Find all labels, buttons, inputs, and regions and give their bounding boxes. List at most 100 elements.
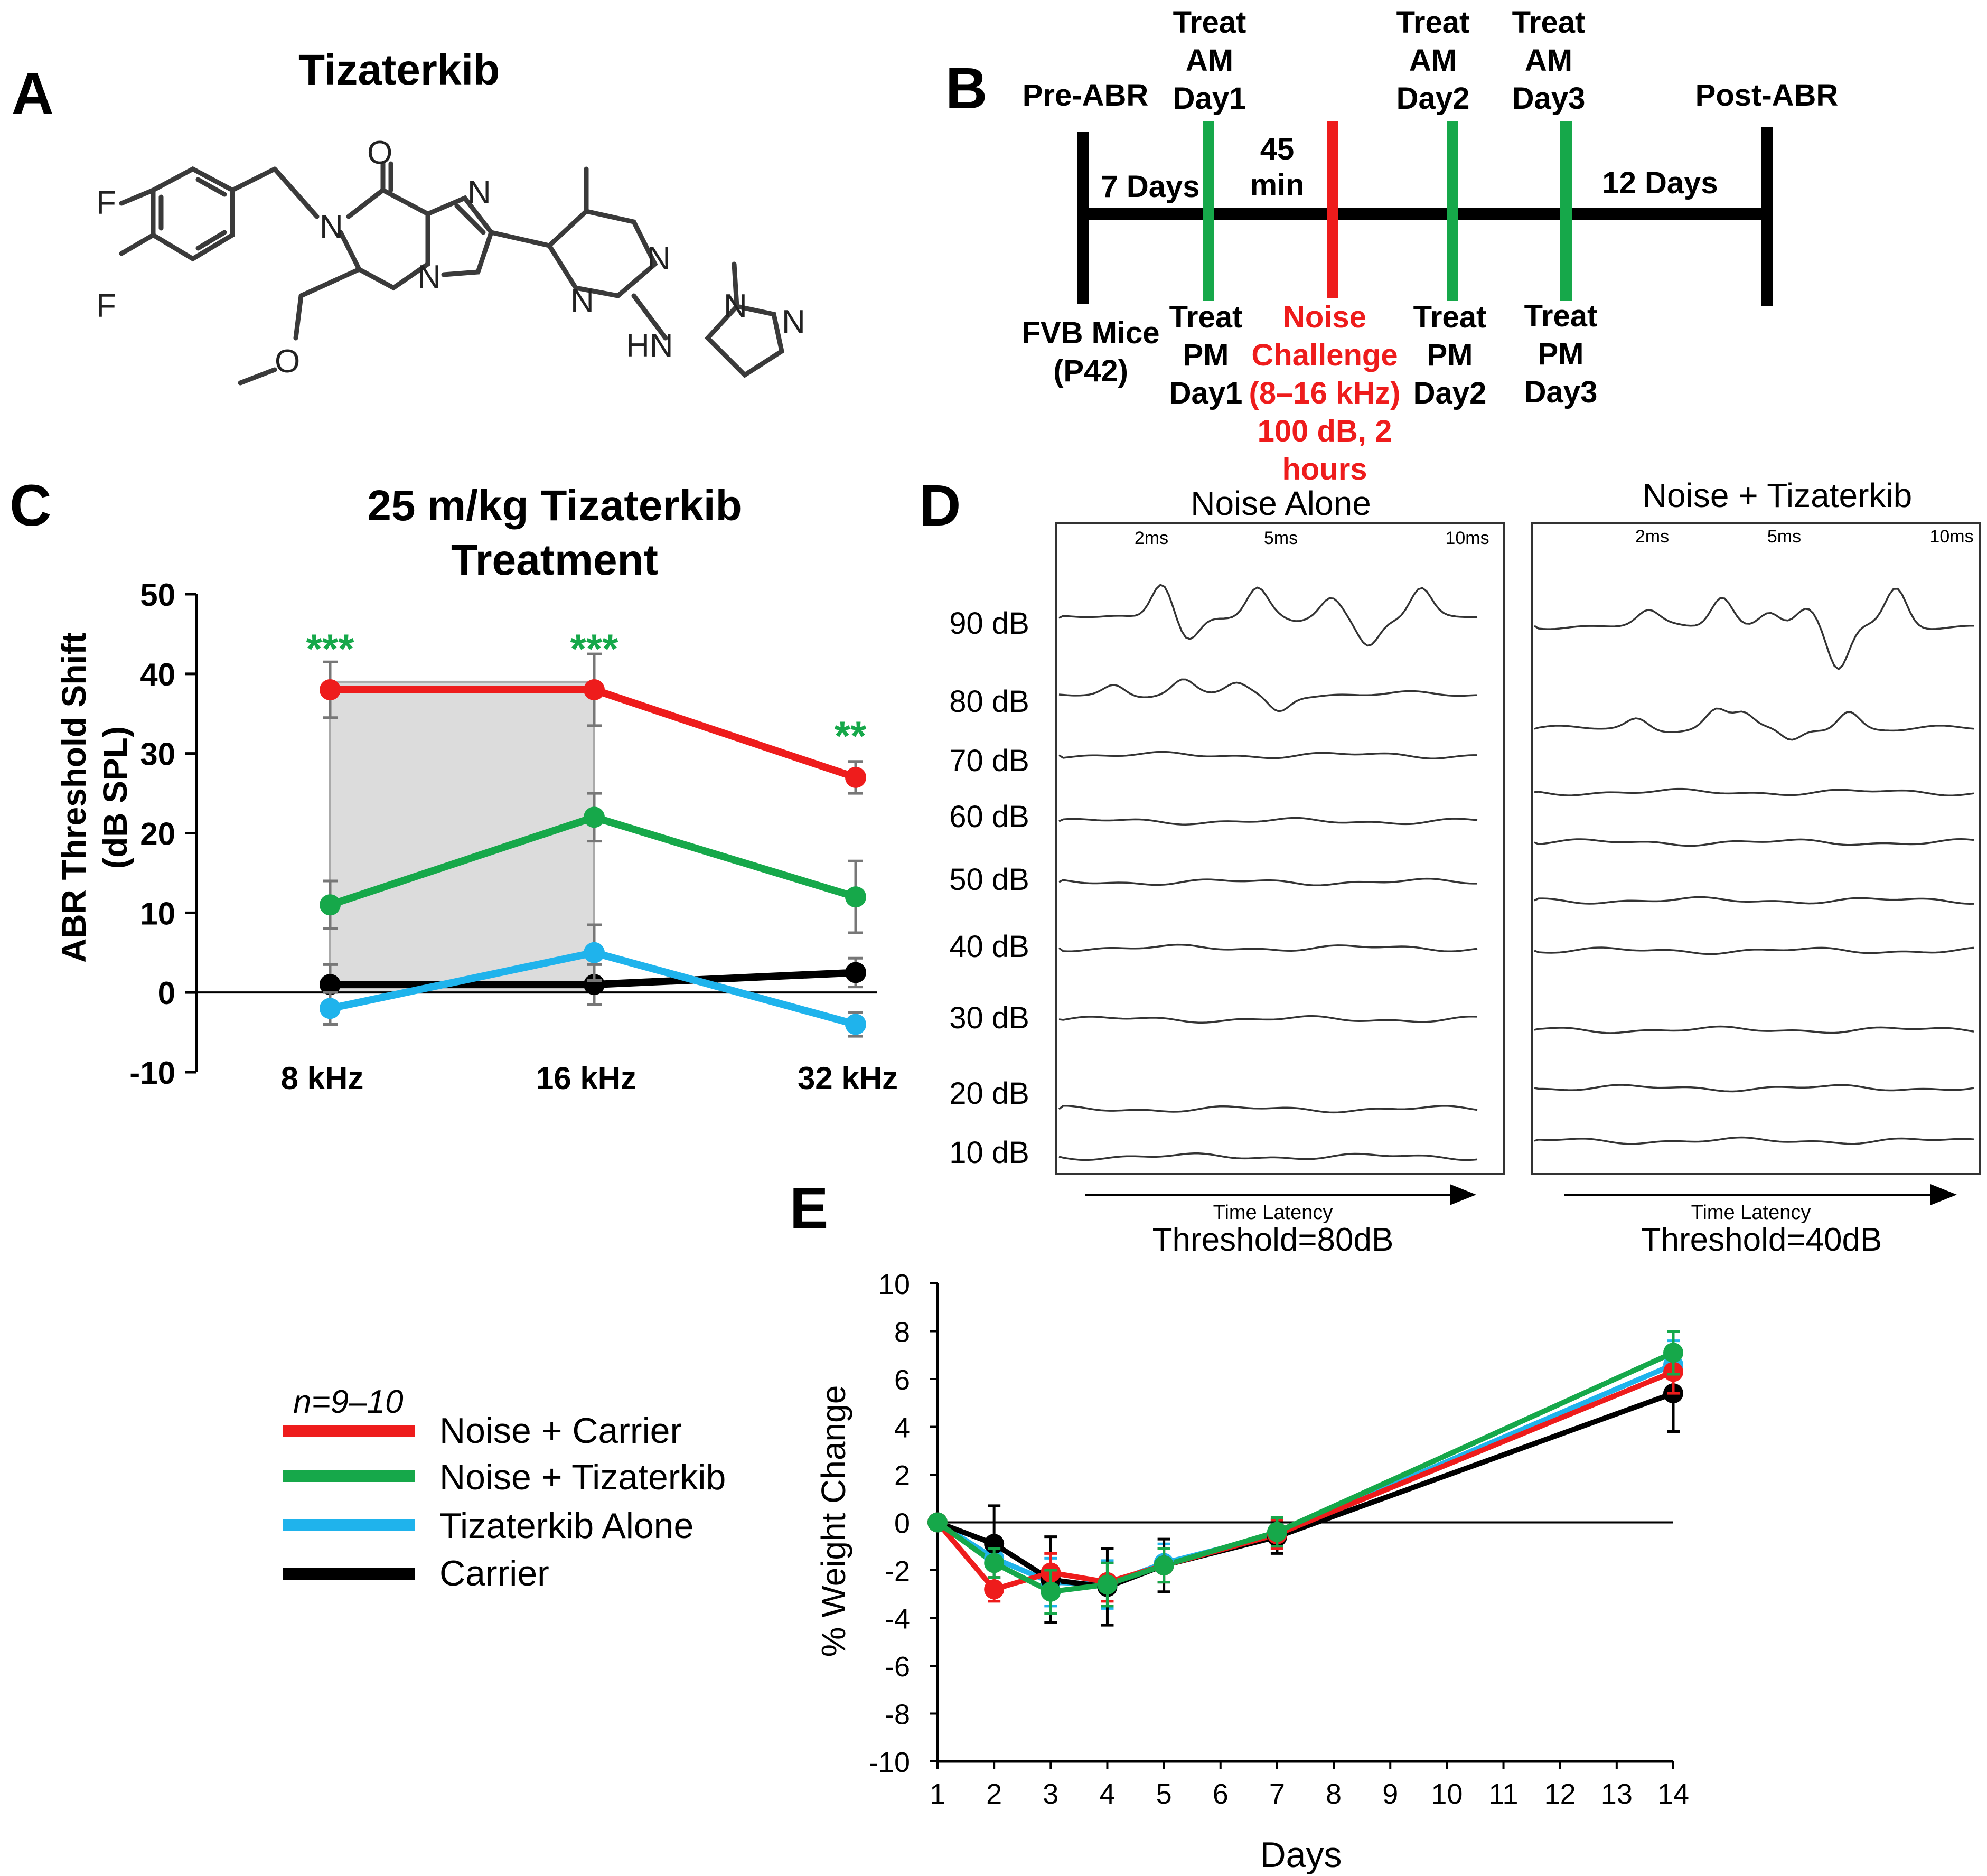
abr-trace-left-60db [1058, 817, 1478, 826]
abr-traces [1058, 584, 1974, 1161]
abr-trace-left-90db [1058, 584, 1478, 647]
atom-f-top: F [96, 185, 116, 221]
abr-trace-left-20db [1058, 1104, 1478, 1114]
abr-trace-right-10db [1534, 1136, 1974, 1145]
right-tick-5ms: 5ms [1767, 527, 1801, 547]
e-y-tick-label: -10 [869, 1747, 910, 1778]
atom-n-pz2: N [782, 304, 805, 340]
abr-right-ticks: 2ms 5ms 10ms [1635, 527, 1974, 547]
right-time-arrowhead [1930, 1184, 1957, 1205]
atom-nh: HN [626, 327, 673, 364]
abr-trace-right-20db [1534, 1084, 1974, 1093]
data-point-carrier [845, 962, 866, 983]
y-tick-label: 0 [158, 975, 175, 1011]
chemical-structure [119, 161, 785, 386]
treat-pm-day1-l1: Treat [1169, 300, 1243, 334]
e-x-tick-label: 13 [1601, 1778, 1633, 1810]
panel-a-letter: A [12, 61, 53, 126]
treat-am-day3-l2: AM [1525, 43, 1572, 78]
abr-trace-left-80db [1058, 678, 1478, 712]
twelve-days-label: 12 Days [1602, 166, 1718, 200]
abr-trace-right-60db [1534, 838, 1974, 847]
noise-challenge-label: Noise Challenge (8–16 kHz) 100 dB, 2 hou… [1249, 300, 1401, 486]
panel-a: A Tizaterkib O [12, 46, 805, 386]
abr-left-ticks: 2ms 5ms 10ms [1135, 528, 1489, 548]
data-point-tizaterkib-alone [845, 1014, 866, 1035]
e-x-tick-label: 12 [1544, 1778, 1576, 1810]
data-point-tizaterkib-alone [320, 998, 341, 1019]
e-x-tick-label: 6 [1213, 1778, 1229, 1810]
legend-label-noise-tizaterkib: Noise + Tizaterkib [439, 1457, 726, 1497]
legend-label-tizaterkib-alone: Tizaterkib Alone [439, 1506, 693, 1546]
min-label-2: min [1250, 168, 1304, 202]
y-tick-label: -10 [129, 1055, 175, 1091]
left-tick-10ms: 10ms [1445, 528, 1489, 548]
legend: n=9–10 Noise + Carrier Noise + Tizaterki… [283, 1384, 726, 1593]
shaded-region [329, 680, 595, 994]
level-50: 50 dB [949, 862, 1029, 897]
e-x-tick-label: 5 [1156, 1778, 1172, 1810]
e-data-point-noise-tizaterkib [1041, 1581, 1061, 1602]
chart-c-ylabel-1: ABR Threshold Shift [55, 632, 93, 963]
noise-l4: 100 dB, 2 [1258, 414, 1392, 448]
e-x-tick-label: 7 [1269, 1778, 1285, 1810]
e-series-line-tizaterkib-alone [936, 1362, 1674, 1588]
level-30: 30 dB [949, 1001, 1029, 1035]
atom-n-amide: N [320, 209, 343, 245]
e-data-point-noise-tizaterkib [927, 1512, 948, 1533]
left-time-arrowhead [1450, 1184, 1476, 1205]
atom-n-imid-bridge: N [417, 259, 441, 295]
abr-trace-left-50db [1058, 877, 1477, 887]
left-tick-5ms: 5ms [1264, 528, 1298, 548]
treat-pm-day2-l2: PM [1427, 338, 1473, 372]
x-tick-label: 8 kHz [281, 1061, 364, 1096]
y-tick-label: 30 [140, 737, 175, 772]
pre-abr-label: Pre-ABR [1023, 78, 1149, 112]
left-tick-2ms: 2ms [1135, 528, 1168, 548]
abr-trace-right-90db [1534, 587, 1974, 671]
level-60: 60 dB [949, 800, 1029, 834]
e-x-tick-label: 14 [1657, 1778, 1689, 1810]
noise-l3: (8–16 kHz) [1249, 376, 1401, 410]
treat-am-day2-l1: Treat [1396, 5, 1470, 40]
level-20: 20 dB [949, 1076, 1029, 1111]
e-y-tick-label: -6 [885, 1651, 910, 1683]
panel-c-letter: C [10, 473, 51, 538]
treat-am-day2-l3: Day2 [1396, 81, 1470, 116]
data-point-noise-tizaterkib [584, 806, 605, 828]
treat-pm-day1-l3: Day1 [1169, 376, 1243, 410]
abr-trace-right-70db [1534, 787, 1974, 796]
abr-trace-left-40db [1058, 943, 1478, 953]
panel-e-letter: E [790, 1176, 828, 1241]
e-y-tick-label: 0 [894, 1508, 910, 1540]
treat-am-day1-l1: Treat [1173, 5, 1246, 40]
e-y-tick-label: 4 [894, 1412, 910, 1444]
treat-pm-day3-l1: Treat [1524, 299, 1598, 333]
left-threshold: Threshold=80dB [1152, 1222, 1394, 1258]
left-time-latency: Time Latency [1213, 1202, 1333, 1224]
noise-l2: Challenge [1251, 338, 1398, 372]
data-point-noise-carrier [320, 679, 341, 700]
noise-l5: hours [1282, 452, 1367, 486]
e-y-tick-label: -8 [885, 1699, 910, 1731]
significance-marker: *** [570, 625, 618, 672]
post-abr-label: Post-ABR [1695, 78, 1839, 112]
atom-n-pz1: N [724, 288, 747, 324]
atom-o-top: O [367, 135, 392, 171]
data-point-tizaterkib-alone [584, 942, 605, 963]
e-x-tick-label: 10 [1431, 1778, 1463, 1810]
panel-c: C 25 m/kg Tizaterkib Treatment ABR Thres… [10, 473, 898, 1096]
atom-n-pyr-left: N [570, 283, 594, 319]
treat-am-day3-l1: Treat [1512, 5, 1586, 40]
data-point-noise-tizaterkib [845, 886, 866, 908]
level-80: 80 dB [949, 684, 1029, 719]
level-90: 90 dB [949, 606, 1029, 641]
abr-trace-right-80db [1534, 707, 1974, 741]
e-data-point-noise-tizaterkib [1097, 1574, 1118, 1595]
treat-pm-day2-l3: Day2 [1413, 376, 1487, 410]
abr-trace-right-40db [1534, 946, 1974, 955]
chart-e-xlabel: Days [1260, 1835, 1342, 1875]
